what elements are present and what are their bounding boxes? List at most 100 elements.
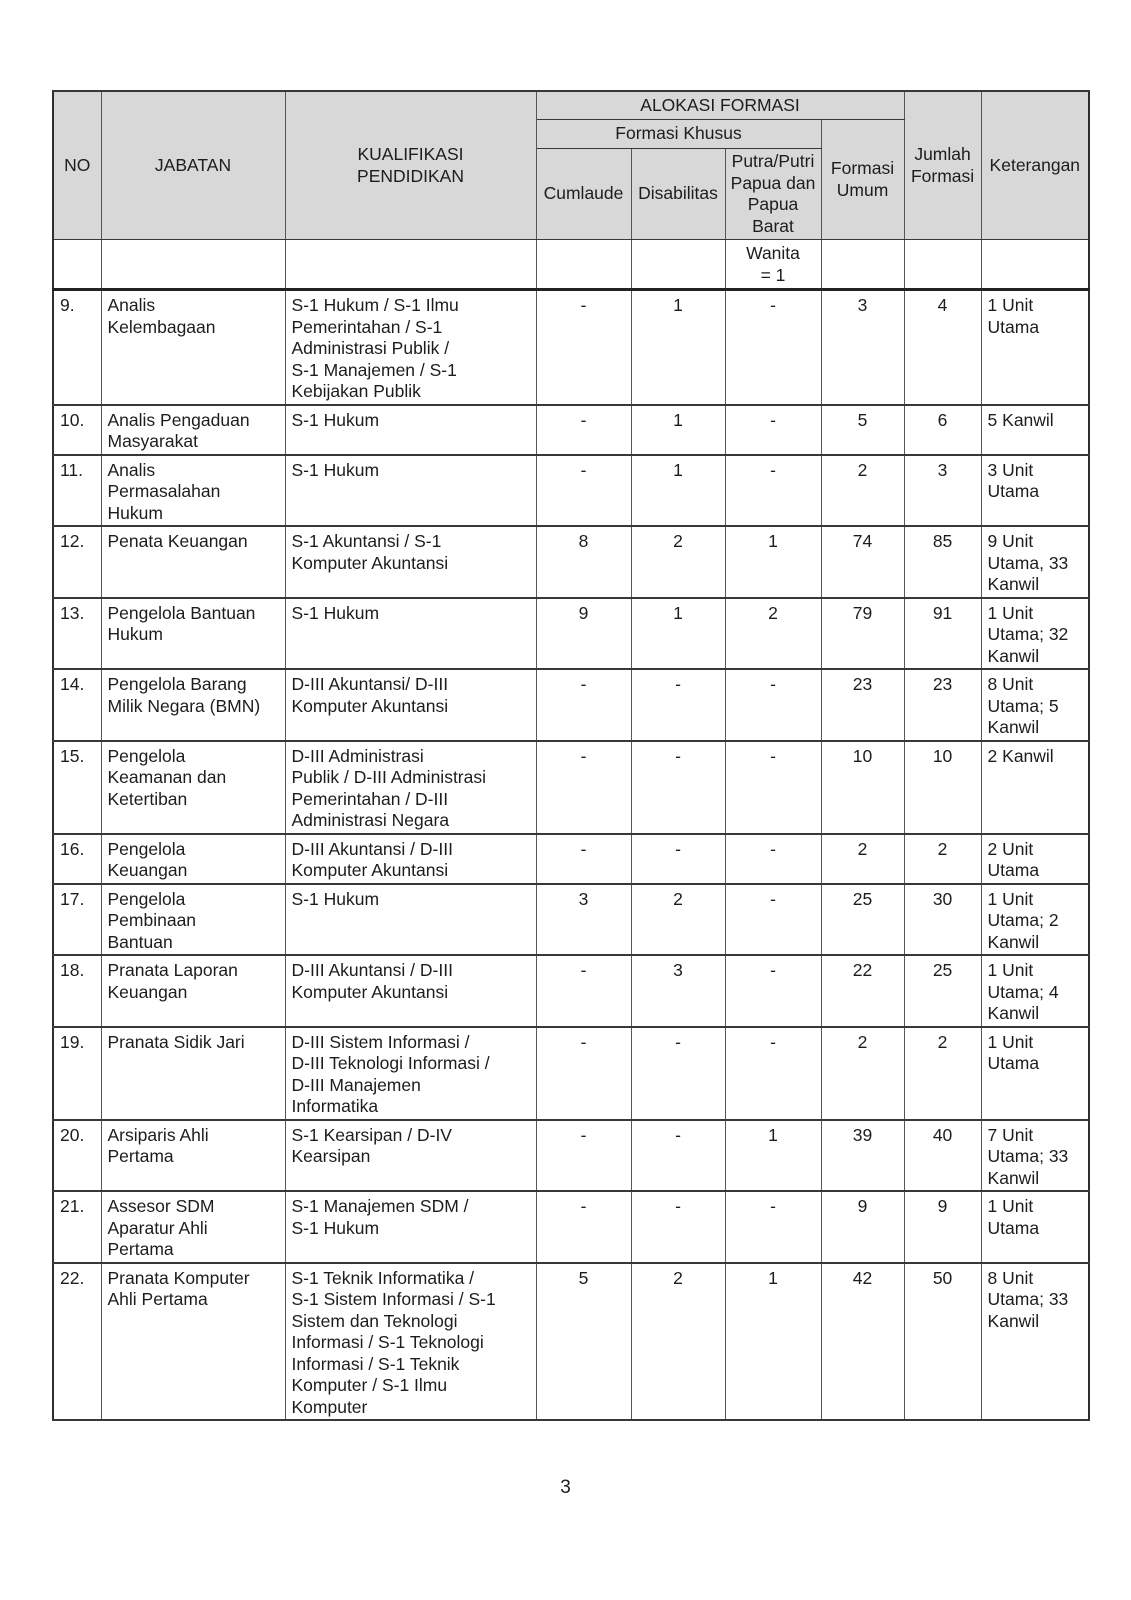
cell-formasi-umum: 42 <box>820 1261 905 1421</box>
cell-jumlah-formasi: 40 <box>903 1118 982 1192</box>
cell-kualifikasi: S-1 Hukum <box>284 596 537 670</box>
cell-disabilitas: - <box>630 832 726 885</box>
cell-jumlah-formasi: 2 <box>903 1025 982 1121</box>
cell-jabatan: Analis Pengaduan Masyarakat <box>100 403 286 456</box>
cell-keterangan: 8 Unit Utama; 5 Kanwil <box>980 668 1090 742</box>
cell-jabatan: Penata Keuangan <box>100 525 286 599</box>
cell-keterangan: 1 Unit Utama; 32 Kanwil <box>980 596 1090 670</box>
table-row: 20. Arsiparis Ahli Pertama S-1 Kearsipan /… <box>52 1118 1090 1192</box>
cell-cumlaude: - <box>535 453 632 527</box>
cell-disabilitas: 2 <box>630 882 726 956</box>
cell-no: 14. <box>52 668 102 742</box>
empty-cell <box>820 239 905 291</box>
cell-no: 19. <box>52 1025 102 1121</box>
cell-jabatan: Pranata Komputer Ahli Pertama <box>100 1261 286 1421</box>
cell-jabatan: Pengelola Barang Milik Negara (BMN) <box>100 668 286 742</box>
cell-no: 13. <box>52 596 102 670</box>
cell-formasi-umum: 39 <box>820 1118 905 1192</box>
cell-no: 16. <box>52 832 102 885</box>
cell-disabilitas: 1 <box>630 403 726 456</box>
cell-jabatan: Pengelola Pembinaan Bantuan <box>100 882 286 956</box>
cell-papua: - <box>724 739 822 835</box>
empty-cell <box>535 239 632 291</box>
cell-no: 10. <box>52 403 102 456</box>
cell-no: 18. <box>52 954 102 1028</box>
cell-papua: 2 <box>724 596 822 670</box>
cell-no: 21. <box>52 1190 102 1264</box>
cell-no: 11. <box>52 453 102 527</box>
cell-kualifikasi: S-1 Kearsipan / D-IV Kearsipan <box>284 1118 537 1192</box>
cell-jumlah-formasi: 85 <box>903 525 982 599</box>
cell-papua: - <box>724 832 822 885</box>
cell-papua: - <box>724 882 822 956</box>
header-keterangan: Keterangan <box>980 90 1090 240</box>
cell-formasi-umum: 10 <box>820 739 905 835</box>
header-disabilitas: Disabilitas <box>630 148 726 240</box>
cell-no: 9. <box>52 288 102 406</box>
header-formasi-umum: Formasi Umum <box>820 119 905 240</box>
table-row: 12. Penata Keuangan S-1 Akuntansi / S-1 Ko… <box>52 525 1090 599</box>
header-formasi-khusus: Formasi Khusus <box>535 119 822 149</box>
cell-jumlah-formasi: 4 <box>903 288 982 406</box>
cell-keterangan: 2 Kanwil <box>980 739 1090 835</box>
cell-disabilitas: 2 <box>630 1261 726 1421</box>
cell-cumlaude: - <box>535 1025 632 1121</box>
header-kualifikasi-pendidikan: KUALIFIKASI PENDIDIKAN <box>284 90 537 240</box>
cell-jabatan: Arsiparis Ahli Pertama <box>100 1118 286 1192</box>
cell-kualifikasi: D-III Akuntansi/ D-III Komputer Akuntans… <box>284 668 537 742</box>
cell-jabatan: Analis Permasalahan Hukum <box>100 453 286 527</box>
table-row: 21. Assesor SDM Aparatur Ahli Pertama S-1 … <box>52 1190 1090 1264</box>
table-row: 18. Pranata Laporan Keuangan D-III Akuntan… <box>52 954 1090 1028</box>
table-row: 11. Analis Permasalahan Hukum S-1 Hukum -1-… <box>52 453 1090 527</box>
cell-jumlah-formasi: 10 <box>903 739 982 835</box>
cell-keterangan: 1 Unit Utama <box>980 288 1090 406</box>
papua-wanita-note: Wanita = 1 <box>724 239 822 291</box>
cell-jumlah-formasi: 2 <box>903 832 982 885</box>
cell-papua: 1 <box>724 1118 822 1192</box>
table-row: 10. Analis Pengaduan Masyarakat S-1 Hukum -… <box>52 403 1090 456</box>
cell-jumlah-formasi: 6 <box>903 403 982 456</box>
cell-keterangan: 1 Unit Utama; 2 Kanwil <box>980 882 1090 956</box>
empty-cell <box>284 239 537 291</box>
header-no: NO <box>52 90 102 240</box>
cell-cumlaude: - <box>535 954 632 1028</box>
empty-cell <box>100 239 286 291</box>
cell-keterangan: 1 Unit Utama; 4 Kanwil <box>980 954 1090 1028</box>
cell-formasi-umum: 3 <box>820 288 905 406</box>
cell-jabatan: Pranata Laporan Keuangan <box>100 954 286 1028</box>
cell-jumlah-formasi: 91 <box>903 596 982 670</box>
header-jabatan: JABATAN <box>100 90 286 240</box>
header-cumlaude: Cumlaude <box>535 148 632 240</box>
cell-kualifikasi: S-1 Akuntansi / S-1 Komputer Akuntansi <box>284 525 537 599</box>
table-row: 16. Pengelola Keuangan D-III Akuntansi / D… <box>52 832 1090 885</box>
cell-formasi-umum: 23 <box>820 668 905 742</box>
cell-jabatan: Assesor SDM Aparatur Ahli Pertama <box>100 1190 286 1264</box>
cell-kualifikasi: S-1 Hukum <box>284 882 537 956</box>
cell-cumlaude: - <box>535 832 632 885</box>
cell-cumlaude: 9 <box>535 596 632 670</box>
cell-formasi-umum: 2 <box>820 832 905 885</box>
cell-jumlah-formasi: 50 <box>903 1261 982 1421</box>
cell-cumlaude: - <box>535 288 632 406</box>
cell-cumlaude: - <box>535 739 632 835</box>
cell-jumlah-formasi: 9 <box>903 1190 982 1264</box>
table-row: 9. Analis Kelembagaan S-1 Hukum / S-1 Ilmu… <box>52 288 1090 406</box>
table-row: 22. Pranata Komputer Ahli Pertama S-1 Tekn… <box>52 1261 1090 1421</box>
cell-formasi-umum: 2 <box>820 453 905 527</box>
cell-disabilitas: 1 <box>630 453 726 527</box>
cell-formasi-umum: 22 <box>820 954 905 1028</box>
cell-papua: - <box>724 403 822 456</box>
cell-disabilitas: 1 <box>630 596 726 670</box>
cell-cumlaude: 3 <box>535 882 632 956</box>
cell-keterangan: 9 Unit Utama, 33 Kanwil <box>980 525 1090 599</box>
table-body: Wanita = 1 9. Analis Kelembagaan S-1 Hukum… <box>52 239 1090 1421</box>
cell-disabilitas: 1 <box>630 288 726 406</box>
cell-cumlaude: - <box>535 403 632 456</box>
table-row: 13. Pengelola Bantuan Hukum S-1 Hukum 9 1 2 79… <box>52 596 1090 670</box>
cell-papua: - <box>724 1025 822 1121</box>
empty-cell <box>903 239 982 291</box>
cell-keterangan: 3 Unit Utama <box>980 453 1090 527</box>
cell-disabilitas: - <box>630 1190 726 1264</box>
formation-allocation-table: NO JABATAN KUALIFIKASI PENDIDIKAN ALOKAS… <box>52 90 1091 1421</box>
